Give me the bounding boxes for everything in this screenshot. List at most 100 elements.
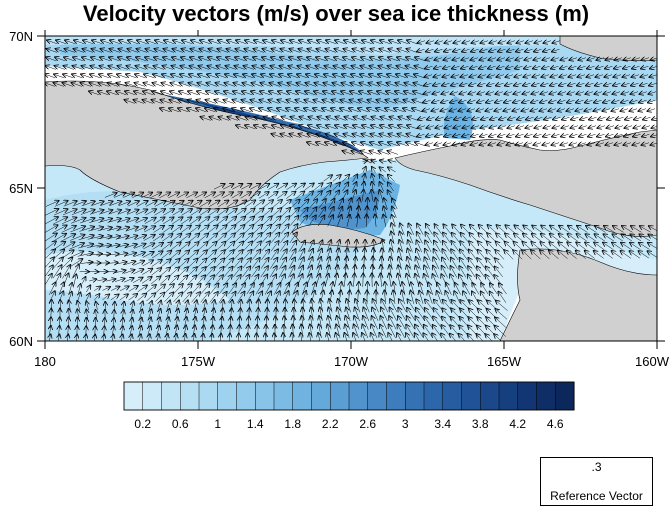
velocity-vector (417, 49, 425, 52)
colorbar-label: 1.4 (247, 417, 264, 431)
velocity-vector (633, 134, 641, 137)
velocity-vector (231, 184, 243, 190)
velocity-vector (542, 143, 551, 146)
velocity-vector (450, 100, 458, 103)
colorbar-swatch (386, 381, 406, 411)
velocity-vector (605, 58, 614, 61)
velocity-vector (553, 117, 561, 120)
velocity-vector (539, 109, 548, 112)
velocity-vector (570, 126, 579, 129)
velocity-vector (652, 117, 657, 120)
velocity-vector (567, 100, 575, 103)
velocity-vector (290, 199, 300, 208)
colorbar-swatch (536, 381, 556, 411)
velocity-vector (534, 49, 542, 52)
velocity-vector (541, 75, 550, 78)
velocity-vector (552, 126, 561, 129)
velocity-vector (213, 184, 225, 190)
velocity-vector (612, 92, 621, 95)
velocity-vector (498, 49, 506, 52)
velocity-vector (522, 92, 531, 95)
velocity-vector (222, 184, 234, 190)
velocity-vector (45, 209, 58, 216)
velocity-vector (263, 200, 274, 208)
velocity-vector (263, 208, 273, 217)
velocity-vector (379, 160, 387, 162)
velocity-vector (497, 66, 505, 69)
velocity-vector (624, 126, 633, 129)
velocity-vector (480, 49, 488, 52)
x-tick-label: 180 (34, 354, 56, 369)
velocity-vector (371, 189, 372, 201)
velocity-vector (90, 201, 104, 207)
velocity-vector (417, 126, 426, 129)
velocity-vector (649, 83, 657, 86)
velocity-vector (603, 100, 611, 103)
velocity-vector (150, 192, 161, 198)
velocity-vector (622, 83, 630, 86)
velocity-vector (524, 143, 533, 146)
velocity-vector (433, 75, 442, 78)
velocity-vector (412, 100, 423, 104)
velocity-vector (632, 66, 640, 69)
velocity-vector (534, 134, 542, 137)
velocity-vector (235, 208, 246, 216)
velocity-vector (576, 92, 585, 95)
velocity-vector (561, 126, 570, 129)
velocity-vector (541, 83, 549, 86)
velocity-vector (240, 192, 252, 199)
velocity-vector (613, 83, 621, 86)
colorbar-label: 1.8 (284, 417, 301, 431)
velocity-vector (426, 41, 435, 44)
velocity-vector (549, 92, 558, 95)
velocity-vector (634, 117, 642, 120)
velocity-vector (558, 92, 567, 95)
velocity-vector (426, 134, 434, 137)
velocity-vector (533, 143, 542, 146)
velocity-vector (507, 126, 516, 129)
velocity-vector (506, 66, 514, 69)
velocity-vector (444, 134, 452, 137)
velocity-vector (632, 143, 641, 146)
velocity-vector (406, 49, 417, 53)
velocity-vector (543, 134, 551, 137)
velocity-vector (504, 100, 512, 103)
velocity-vector (524, 66, 532, 69)
velocity-vector (623, 143, 632, 146)
velocity-vector (286, 191, 296, 199)
velocity-vector (424, 83, 432, 86)
velocity-vector (407, 117, 418, 121)
velocity-vector (549, 100, 557, 103)
velocity-vector (277, 183, 287, 190)
velocity-vector (323, 175, 333, 182)
velocity-vector (513, 92, 522, 95)
colorbar-labels: 0.2 0.6 1 1.4 1.8 2.2 2.6 3 3.4 3.8 4.2 4.6 (134, 417, 564, 431)
velocity-vector (531, 100, 539, 103)
velocity-vector (470, 66, 478, 69)
velocity-vector (452, 58, 461, 61)
velocity-vector (643, 117, 651, 120)
velocity-vector (254, 200, 265, 208)
velocity-vector (514, 83, 522, 86)
velocity-vector (436, 117, 444, 120)
velocity-vector (159, 192, 170, 199)
velocity-vector (332, 175, 341, 182)
colorbar-swatch (311, 381, 331, 411)
velocity-vector (454, 117, 462, 120)
colorbar-swatch (348, 381, 369, 411)
velocity-vector (560, 143, 569, 146)
velocity-vector (452, 143, 461, 146)
velocity-vector (304, 183, 314, 191)
velocity-vector (632, 58, 641, 61)
velocity-vector (313, 191, 322, 200)
velocity-vector (515, 143, 524, 146)
velocity-vector (118, 201, 130, 207)
velocity-vector (304, 191, 314, 200)
velocity-vector (542, 58, 551, 61)
velocity-vector (53, 209, 68, 216)
velocity-vector (268, 184, 278, 190)
velocity-vector (594, 92, 603, 95)
velocity-vector (213, 192, 225, 199)
velocity-vector (327, 198, 335, 209)
velocity-vector (417, 134, 425, 137)
